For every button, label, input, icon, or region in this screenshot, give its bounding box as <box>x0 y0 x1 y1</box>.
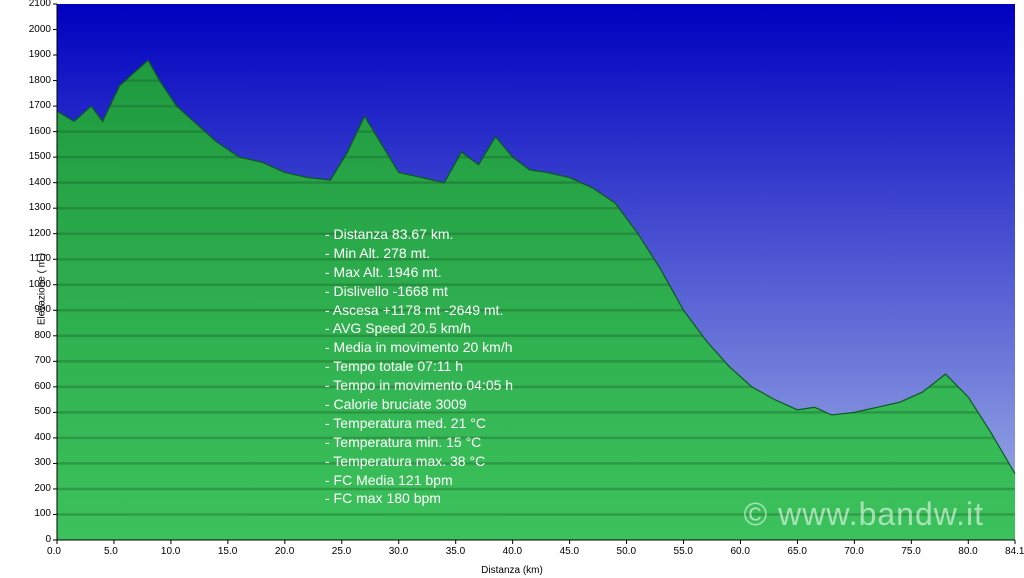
y-tick-label: 1200 <box>29 228 51 239</box>
y-tick-label: 700 <box>34 355 51 366</box>
x-tick-label: 70.0 <box>844 546 863 557</box>
x-tick-label: 84.1 <box>1005 546 1024 557</box>
y-tick-label: 1500 <box>29 151 51 162</box>
y-tick-label: 100 <box>34 508 51 519</box>
y-tick-label: 0 <box>45 534 51 545</box>
x-tick-label: 15.0 <box>218 546 237 557</box>
y-tick-label: 600 <box>34 381 51 392</box>
y-tick-label: 1300 <box>29 202 51 213</box>
y-tick-label: 1000 <box>29 279 51 290</box>
y-tick-label: 1800 <box>29 75 51 86</box>
stat-line: - FC max 180 bpm <box>325 489 513 508</box>
x-tick-label: 5.0 <box>104 546 118 557</box>
stat-line: - Media in movimento 20 km/h <box>325 338 513 357</box>
y-tick-label: 1900 <box>29 49 51 60</box>
stat-line: - Max Alt. 1946 mt. <box>325 263 513 282</box>
x-tick-label: 20.0 <box>275 546 294 557</box>
y-tick-label: 1700 <box>29 100 51 111</box>
x-tick-label: 35.0 <box>446 546 465 557</box>
x-tick-label: 45.0 <box>560 546 579 557</box>
elevation-chart: Elevazione ( m ) Distanza (km) - Distanz… <box>0 0 1024 578</box>
stat-line: - Tempo in movimento 04:05 h <box>325 376 513 395</box>
y-tick-label: 2000 <box>29 24 51 35</box>
x-tick-label: 75.0 <box>901 546 920 557</box>
stat-line: - Calorie bruciate 3009 <box>325 395 513 414</box>
x-tick-label: 10.0 <box>161 546 180 557</box>
x-tick-label: 30.0 <box>389 546 408 557</box>
stat-line: - Temperatura med. 21 °C <box>325 414 513 433</box>
y-tick-label: 200 <box>34 483 51 494</box>
x-tick-label: 25.0 <box>332 546 351 557</box>
stat-line: - Min Alt. 278 mt. <box>325 244 513 263</box>
stats-overlay: - Distanza 83.67 km.- Min Alt. 278 mt.- … <box>325 225 513 508</box>
stat-line: - Ascesa +1178 mt -2649 mt. <box>325 301 513 320</box>
x-tick-label: 40.0 <box>503 546 522 557</box>
x-tick-label: 55.0 <box>674 546 693 557</box>
stat-line: - AVG Speed 20.5 km/h <box>325 319 513 338</box>
y-tick-label: 1100 <box>29 253 51 264</box>
x-tick-label: 0.0 <box>47 546 61 557</box>
y-tick-label: 1400 <box>29 177 51 188</box>
x-tick-label: 50.0 <box>617 546 636 557</box>
x-tick-label: 65.0 <box>787 546 806 557</box>
x-tick-label: 60.0 <box>730 546 749 557</box>
stat-line: - FC Media 121 bpm <box>325 471 513 490</box>
y-tick-label: 900 <box>34 304 51 315</box>
stat-line: - Dislivello -1668 mt <box>325 282 513 301</box>
stat-line: - Distanza 83.67 km. <box>325 225 513 244</box>
y-tick-label: 500 <box>34 406 51 417</box>
y-tick-label: 1600 <box>29 126 51 137</box>
y-tick-label: 2100 <box>29 0 51 9</box>
x-axis-title: Distanza (km) <box>481 565 543 576</box>
y-tick-label: 400 <box>34 432 51 443</box>
y-tick-label: 300 <box>34 457 51 468</box>
y-tick-label: 800 <box>34 330 51 341</box>
stat-line: - Tempo totale 07:11 h <box>325 357 513 376</box>
stat-line: - Temperatura max. 38 °C <box>325 452 513 471</box>
stat-line: - Temperatura min. 15 °C <box>325 433 513 452</box>
x-tick-label: 80.0 <box>958 546 977 557</box>
